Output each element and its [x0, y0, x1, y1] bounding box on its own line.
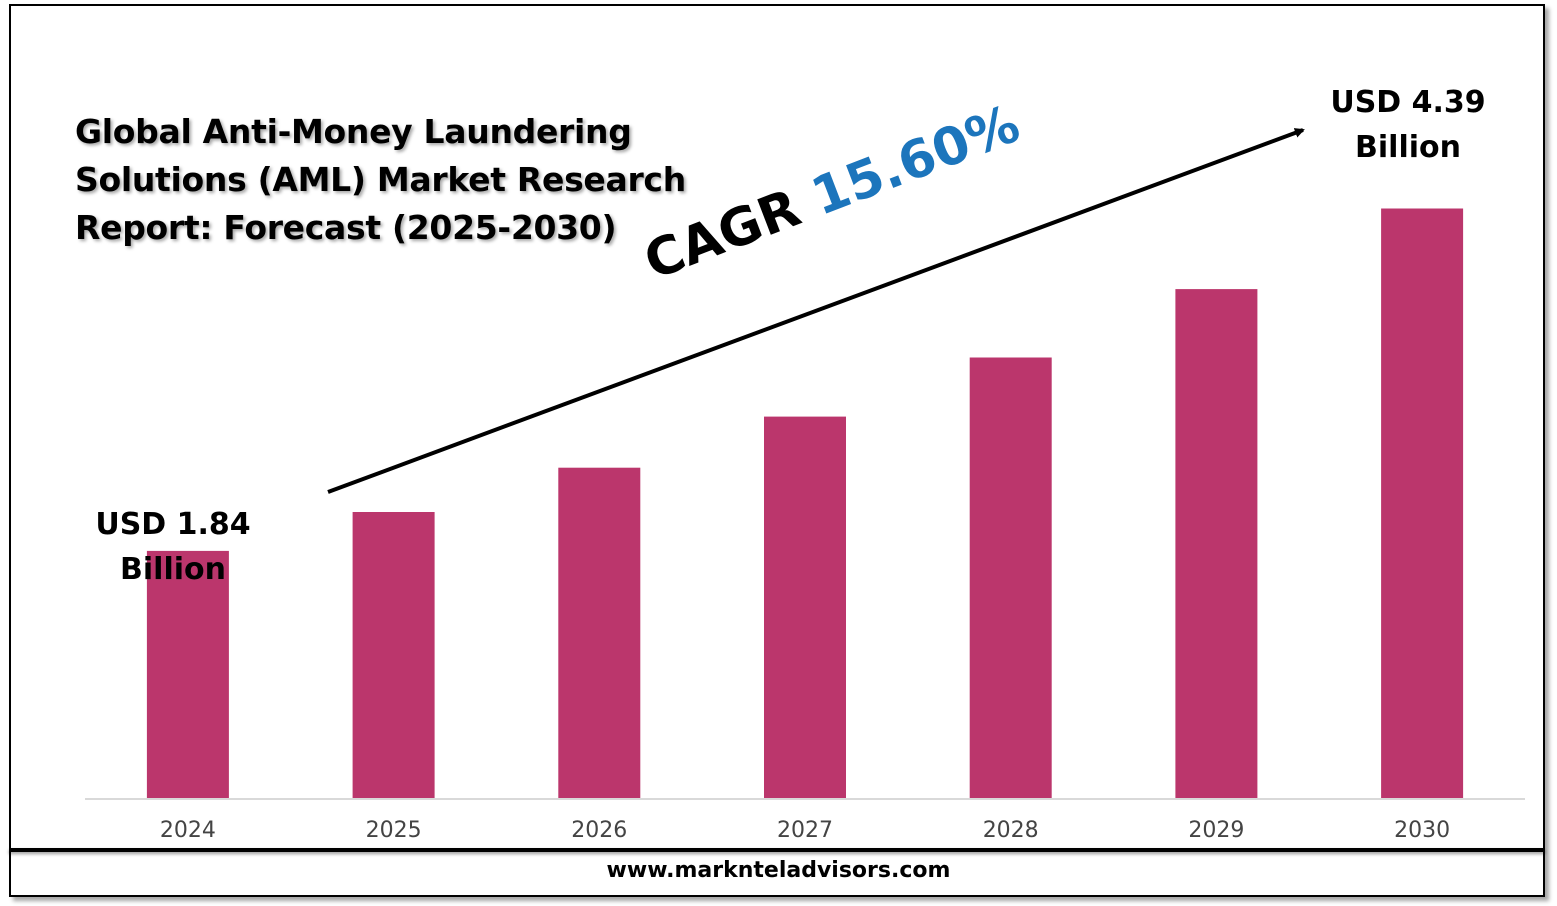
end-value-label: USD 4.39 Billion — [1313, 80, 1503, 170]
start-value-line-2: Billion — [120, 552, 226, 587]
bar-2028 — [969, 357, 1052, 798]
bar-2025 — [352, 512, 435, 798]
chart-title: Global Anti-Money Laundering Solutions (… — [75, 108, 755, 252]
x-tick-2025: 2025 — [366, 818, 422, 843]
end-value-line-2: Billion — [1355, 130, 1461, 165]
start-value-line-1: USD 1.84 — [95, 507, 251, 542]
x-tick-2027: 2027 — [777, 818, 833, 843]
x-tick-2029: 2029 — [1188, 818, 1244, 843]
x-tick-2024: 2024 — [160, 818, 216, 843]
footer-url: www.marknteladvisors.com — [606, 858, 951, 883]
footer-divider — [9, 848, 1545, 852]
bar-2027 — [764, 416, 846, 798]
bar-2024 — [146, 550, 229, 798]
growth-arrow — [327, 128, 1305, 494]
end-value-line-1: USD 4.39 — [1330, 85, 1486, 120]
title-line-1: Global Anti-Money Laundering — [75, 112, 632, 151]
x-tick-2030: 2030 — [1394, 818, 1450, 843]
x-tick-2028: 2028 — [983, 818, 1039, 843]
bar-2030 — [1381, 208, 1464, 798]
start-value-label: USD 1.84 Billion — [78, 502, 268, 592]
x-tick-2026: 2026 — [571, 818, 627, 843]
title-line-3: Report: Forecast (2025-2030) — [75, 208, 617, 247]
title-line-2: Solutions (AML) Market Research — [75, 160, 686, 199]
bar-2026 — [558, 467, 641, 798]
bar-2029 — [1175, 289, 1258, 798]
